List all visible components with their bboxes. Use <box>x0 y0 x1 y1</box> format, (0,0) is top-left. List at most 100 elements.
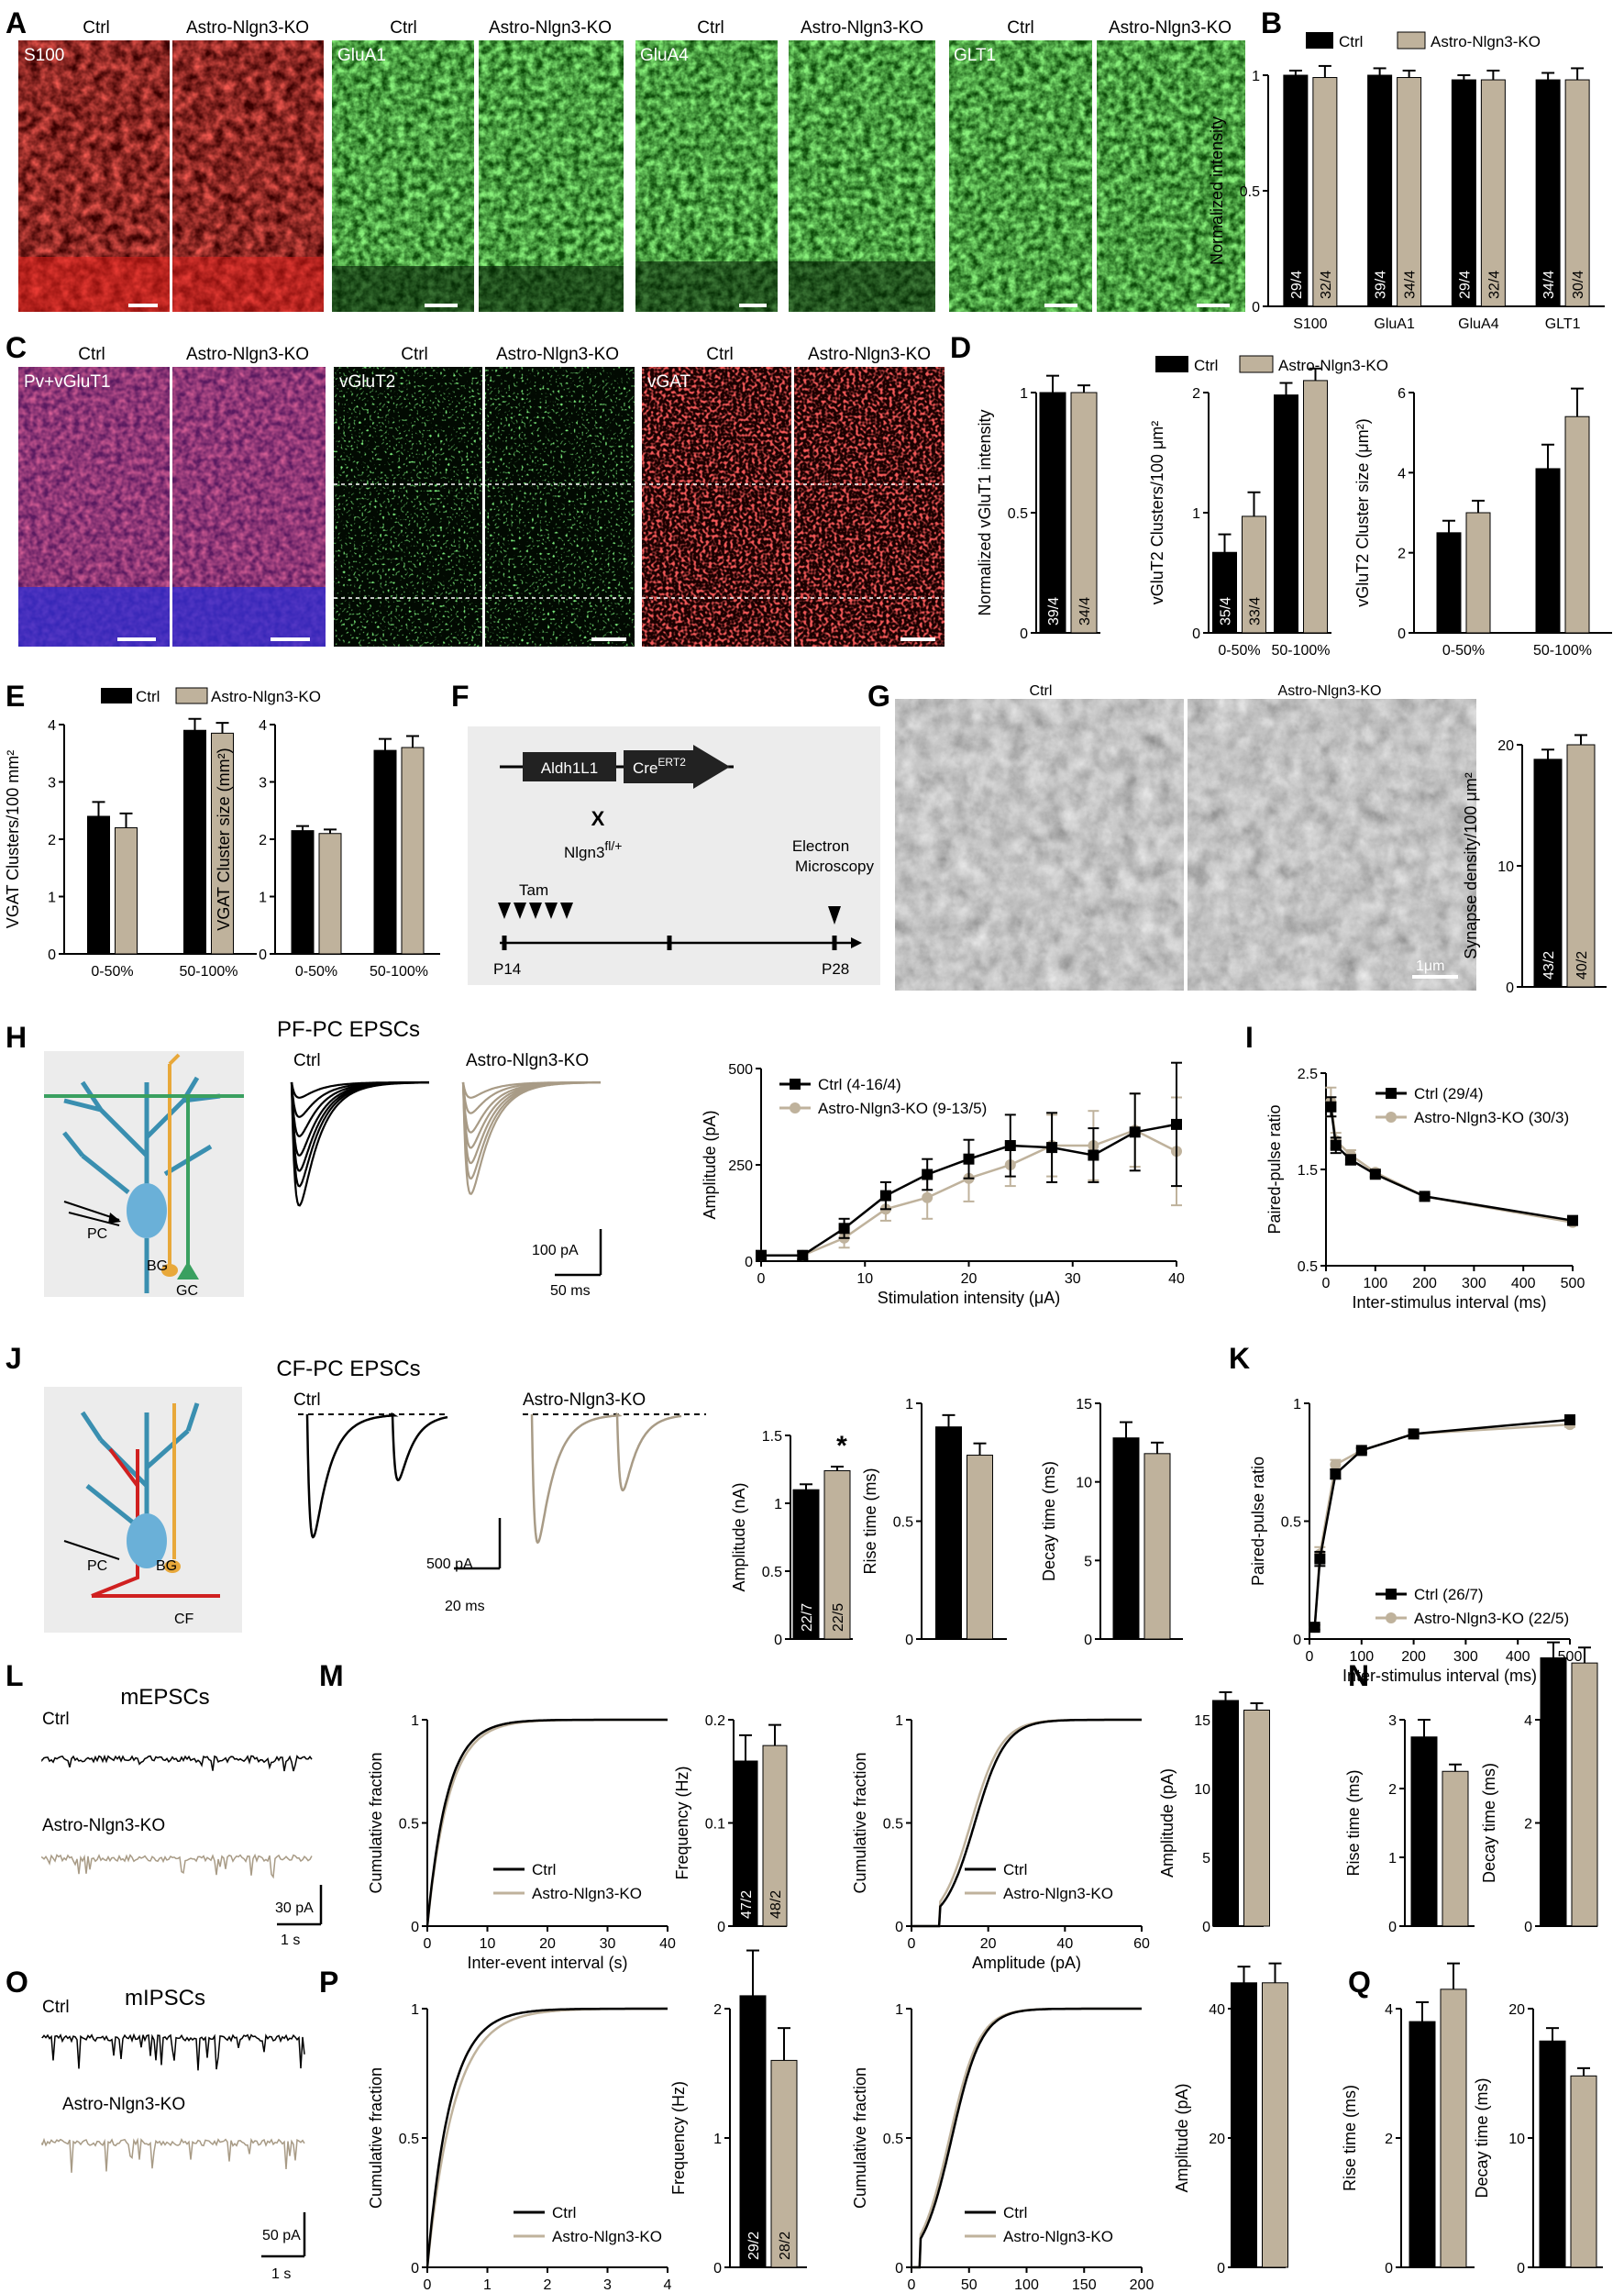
y-tick-label: 0 <box>713 2261 722 2276</box>
x-tick-label: 2 <box>544 2277 552 2293</box>
series-line <box>911 2007 1142 2269</box>
y-axis-label: vGluT2 Clusters/100 μm² <box>1148 421 1166 604</box>
n-label: 30/4 <box>1571 271 1586 299</box>
data-point <box>1330 1468 1342 1480</box>
chart-b: 0 0.5 1 Normalized intensity 29/4 32/4 S100 39/… <box>1208 64 1605 332</box>
n-label: 29/4 <box>1457 271 1473 299</box>
chart-m2: 0 0.1 0.2 Frequency (Hz) 47/2 48/2 <box>673 1713 788 1935</box>
y-tick-label: 2 <box>713 2002 722 2018</box>
n-label: 47/2 <box>739 1890 755 1919</box>
panel-c-header-ko-1: Astro-Nlgn3-KO <box>186 345 309 364</box>
panel-label-i: I <box>1245 1021 1254 1054</box>
panel-label-m: M <box>319 1659 344 1692</box>
panel-h-schematic <box>44 1051 244 1297</box>
bar <box>1274 394 1298 634</box>
panel-label-a: A <box>6 6 27 39</box>
n-label: 32/4 <box>1486 271 1502 299</box>
y-axis-label: Decay time (ms) <box>1480 1763 1498 1883</box>
data-point <box>797 1249 809 1261</box>
bar <box>1212 1700 1239 1927</box>
legend-label: Ctrl (26/7) <box>1414 1586 1484 1603</box>
chart-j2: 0 0.5 1 Rise time (ms) <box>861 1397 1007 1648</box>
y-axis-label: VGAT Clusters/100 mm² <box>4 750 22 928</box>
bar <box>1212 551 1237 634</box>
x-tick-label: 0 <box>424 1936 432 1952</box>
epsc-trace <box>290 1081 429 1188</box>
x-tick-label: 50-100% <box>370 964 428 980</box>
x-tick-label: 0 <box>1322 1276 1331 1291</box>
y-axis-label: VGAT Cluster size (mm²) <box>215 748 233 930</box>
n-label: 29/2 <box>746 2232 762 2260</box>
data-point <box>1369 1169 1381 1180</box>
chart-d2: 0 1 2 vGluT2 Clusters/100 μm² 35/4 33/4 0-50% 5… <box>1148 367 1331 659</box>
x-axis-label: Stimulation intensity (μA) <box>878 1289 1060 1307</box>
panel-c-header-ko-3: Astro-Nlgn3-KO <box>808 345 931 364</box>
y-tick-label: 1.5 <box>762 1429 782 1445</box>
bar <box>1451 79 1476 307</box>
y-tick-label: 0 <box>1020 626 1028 642</box>
y-axis-label: Decay time (ms) <box>1040 1461 1058 1581</box>
y-tick-label: 0 <box>1385 2261 1393 2276</box>
chart-p4: 0 20 40 Amplitude (pA) <box>1173 1962 1288 2276</box>
x-axis-label: Amplitude (pA) <box>972 1954 1081 1972</box>
marker-glt1: GLT1 <box>954 46 996 65</box>
bar <box>1442 1770 1469 1927</box>
cell-bg-j: BG <box>156 1558 177 1574</box>
legend-b <box>1306 31 1426 50</box>
x-tick-label: GluA4 <box>1458 316 1499 332</box>
n-label: 29/4 <box>1289 271 1305 299</box>
y-tick-label: 1 <box>1020 386 1028 402</box>
data-point <box>838 1223 850 1235</box>
x-tick-label: 500 <box>1561 1276 1585 1291</box>
legend-label: Ctrl (4-16/4) <box>818 1076 901 1093</box>
panel-f-schematic <box>468 726 880 985</box>
legend-label: Ctrl <box>552 2204 576 2221</box>
x-tick-label: GLT1 <box>1545 316 1581 332</box>
y-tick-label: 40 <box>1209 2002 1225 2018</box>
series-line <box>1313 1418 1571 1628</box>
bar <box>935 1426 962 1640</box>
y-tick-label: 10 <box>1497 859 1514 875</box>
panel-j-schematic <box>44 1387 242 1633</box>
em-label-2: Microscopy <box>795 858 874 875</box>
panel-l-ctrl: Ctrl <box>42 1710 70 1729</box>
panel-a-header-ctrl-4: Ctrl <box>1007 18 1034 38</box>
bar <box>792 1489 820 1640</box>
panel-c-header-ctrl-3: Ctrl <box>706 345 734 364</box>
data-point <box>1419 1191 1431 1202</box>
y-tick-label: 4 <box>259 718 267 734</box>
y-tick-label: 0.5 <box>1298 1259 1318 1275</box>
x-tick-label: 30 <box>600 1936 616 1952</box>
bar <box>1070 392 1098 634</box>
x-axis-label: Inter-event interval (s) <box>467 1954 627 1972</box>
x-tick-label: 30 <box>1065 1271 1081 1287</box>
n-label: 34/4 <box>1541 271 1557 299</box>
cell-gc: GC <box>176 1283 198 1299</box>
y-tick-label: 0.5 <box>1281 1515 1301 1531</box>
y-tick-label: 0 <box>895 2261 903 2276</box>
data-point <box>963 1153 975 1165</box>
legend-marker <box>1386 1612 1397 1623</box>
y-tick-label: 20 <box>1508 2002 1525 2018</box>
x-tick-label: 0-50% <box>91 964 133 980</box>
y-tick-label: 0 <box>1202 1920 1210 1935</box>
y-tick-label: 0 <box>717 1920 725 1935</box>
panel-label-g: G <box>867 680 890 713</box>
y-axis-label: Frequency (Hz) <box>669 2081 688 2195</box>
y-tick-label: 1 <box>411 2002 419 2018</box>
x-tick-label: 4 <box>664 2277 672 2293</box>
chart-h: 0 250 500 Amplitude (pA) 0 10 20 30 40 Stimulatio… <box>701 1061 1185 1307</box>
panel-label-f: F <box>451 680 470 713</box>
panel-label-k: K <box>1229 1342 1250 1375</box>
chart-m3: 0 0.5 1 Cumulative fraction 0 20 40 60 Amplitude… <box>851 1713 1150 1972</box>
x-tick-label: 0-50% <box>295 964 337 980</box>
bar <box>373 749 397 955</box>
legend-label: Astro-Nlgn3-KO (22/5) <box>1414 1610 1569 1627</box>
y-tick-label: 0 <box>895 1920 903 1935</box>
marker-s100: S100 <box>24 46 64 65</box>
em-label-1: Electron <box>792 837 849 855</box>
y-tick-label: 0 <box>1388 1920 1397 1935</box>
x-tick-label: 0 <box>1306 1649 1314 1665</box>
y-tick-label: 3 <box>1388 1713 1397 1729</box>
y-tick-label: 3 <box>48 776 56 792</box>
